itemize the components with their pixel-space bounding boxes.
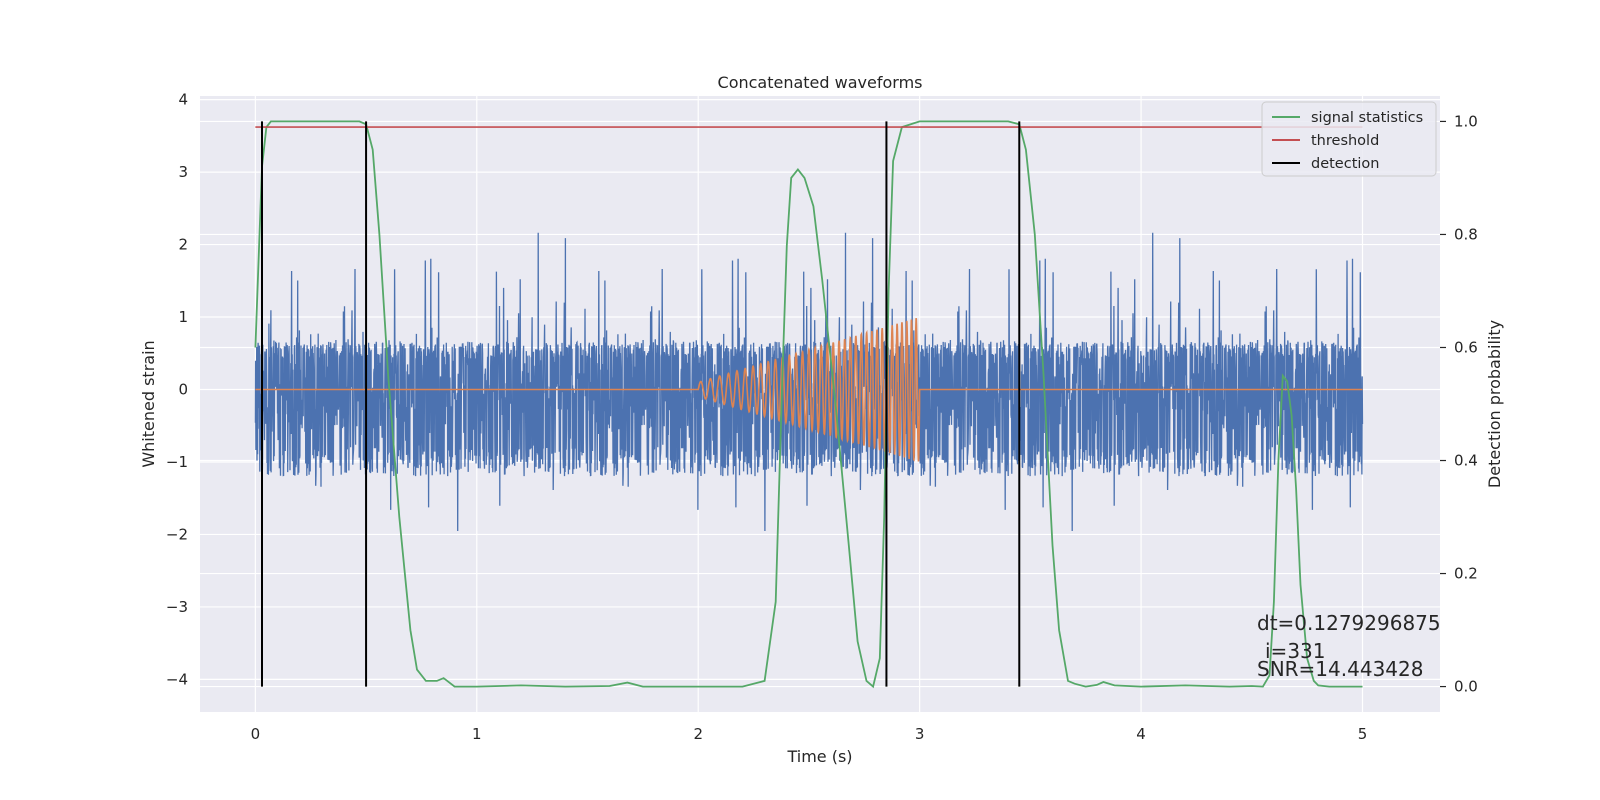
legend: signal statistics threshold detection	[1261, 101, 1437, 177]
y2-tick-label: 1.0	[1454, 112, 1478, 130]
y-tick-label: 2	[178, 236, 188, 254]
data-layer	[254, 120, 1364, 689]
y2-tick-label: 0.2	[1454, 565, 1478, 583]
y2-tick-label: 0.0	[1454, 678, 1478, 696]
x-tick-label: 2	[693, 725, 703, 743]
y-tick-label: −2	[166, 525, 188, 543]
legend-frame	[1261, 101, 1437, 177]
plot-area	[200, 96, 1440, 712]
y2-axis-label: Detection probability	[1485, 320, 1504, 488]
detection-lines	[261, 121, 1021, 687]
x-axis-label: Time (s)	[786, 747, 852, 766]
annotation-dt: dt=0.1279296875	[1257, 611, 1441, 635]
chart-title: Concatenated waveforms	[718, 73, 923, 92]
x-tick-label: 5	[1358, 725, 1368, 743]
y2-tick-label: 0.8	[1454, 225, 1478, 243]
legend-label-threshold: threshold	[1311, 133, 1379, 149]
y2-tick-label: 0.4	[1454, 452, 1478, 470]
x-tick-label: 0	[251, 725, 261, 743]
x-tick-label: 4	[1136, 725, 1146, 743]
y2-tick-label: 0.6	[1454, 338, 1478, 356]
y-tick-label: −3	[166, 598, 188, 616]
x-tick-label: 3	[915, 725, 925, 743]
y2-axis-ticks: 1.0 0.8 0.6 0.4 0.2 0.0	[1440, 112, 1478, 696]
y-axis-label: Whitened strain	[139, 340, 158, 467]
y-axis-ticks: 4 3 2 1 0 −1 −2 −3 −4	[166, 91, 188, 689]
legend-label-signal-statistics: signal statistics	[1311, 110, 1423, 126]
x-axis-ticks: 0 1 2 3 4 5	[251, 725, 1368, 743]
y-tick-label: 4	[178, 91, 188, 109]
legend-label-detection: detection	[1311, 156, 1379, 172]
annotation-i: i=331	[1265, 639, 1326, 663]
annotation-snr: SNR=14.443428	[1257, 657, 1423, 681]
y-tick-label: −4	[166, 670, 188, 688]
signal-statistics-line	[254, 120, 1363, 689]
y-tick-label: 3	[178, 163, 188, 181]
x-tick-label: 1	[472, 725, 482, 743]
y-tick-label: −1	[166, 453, 188, 471]
y-tick-label: 0	[178, 381, 188, 399]
injection-series-line	[255, 317, 1363, 462]
y-tick-label: 1	[178, 308, 188, 326]
